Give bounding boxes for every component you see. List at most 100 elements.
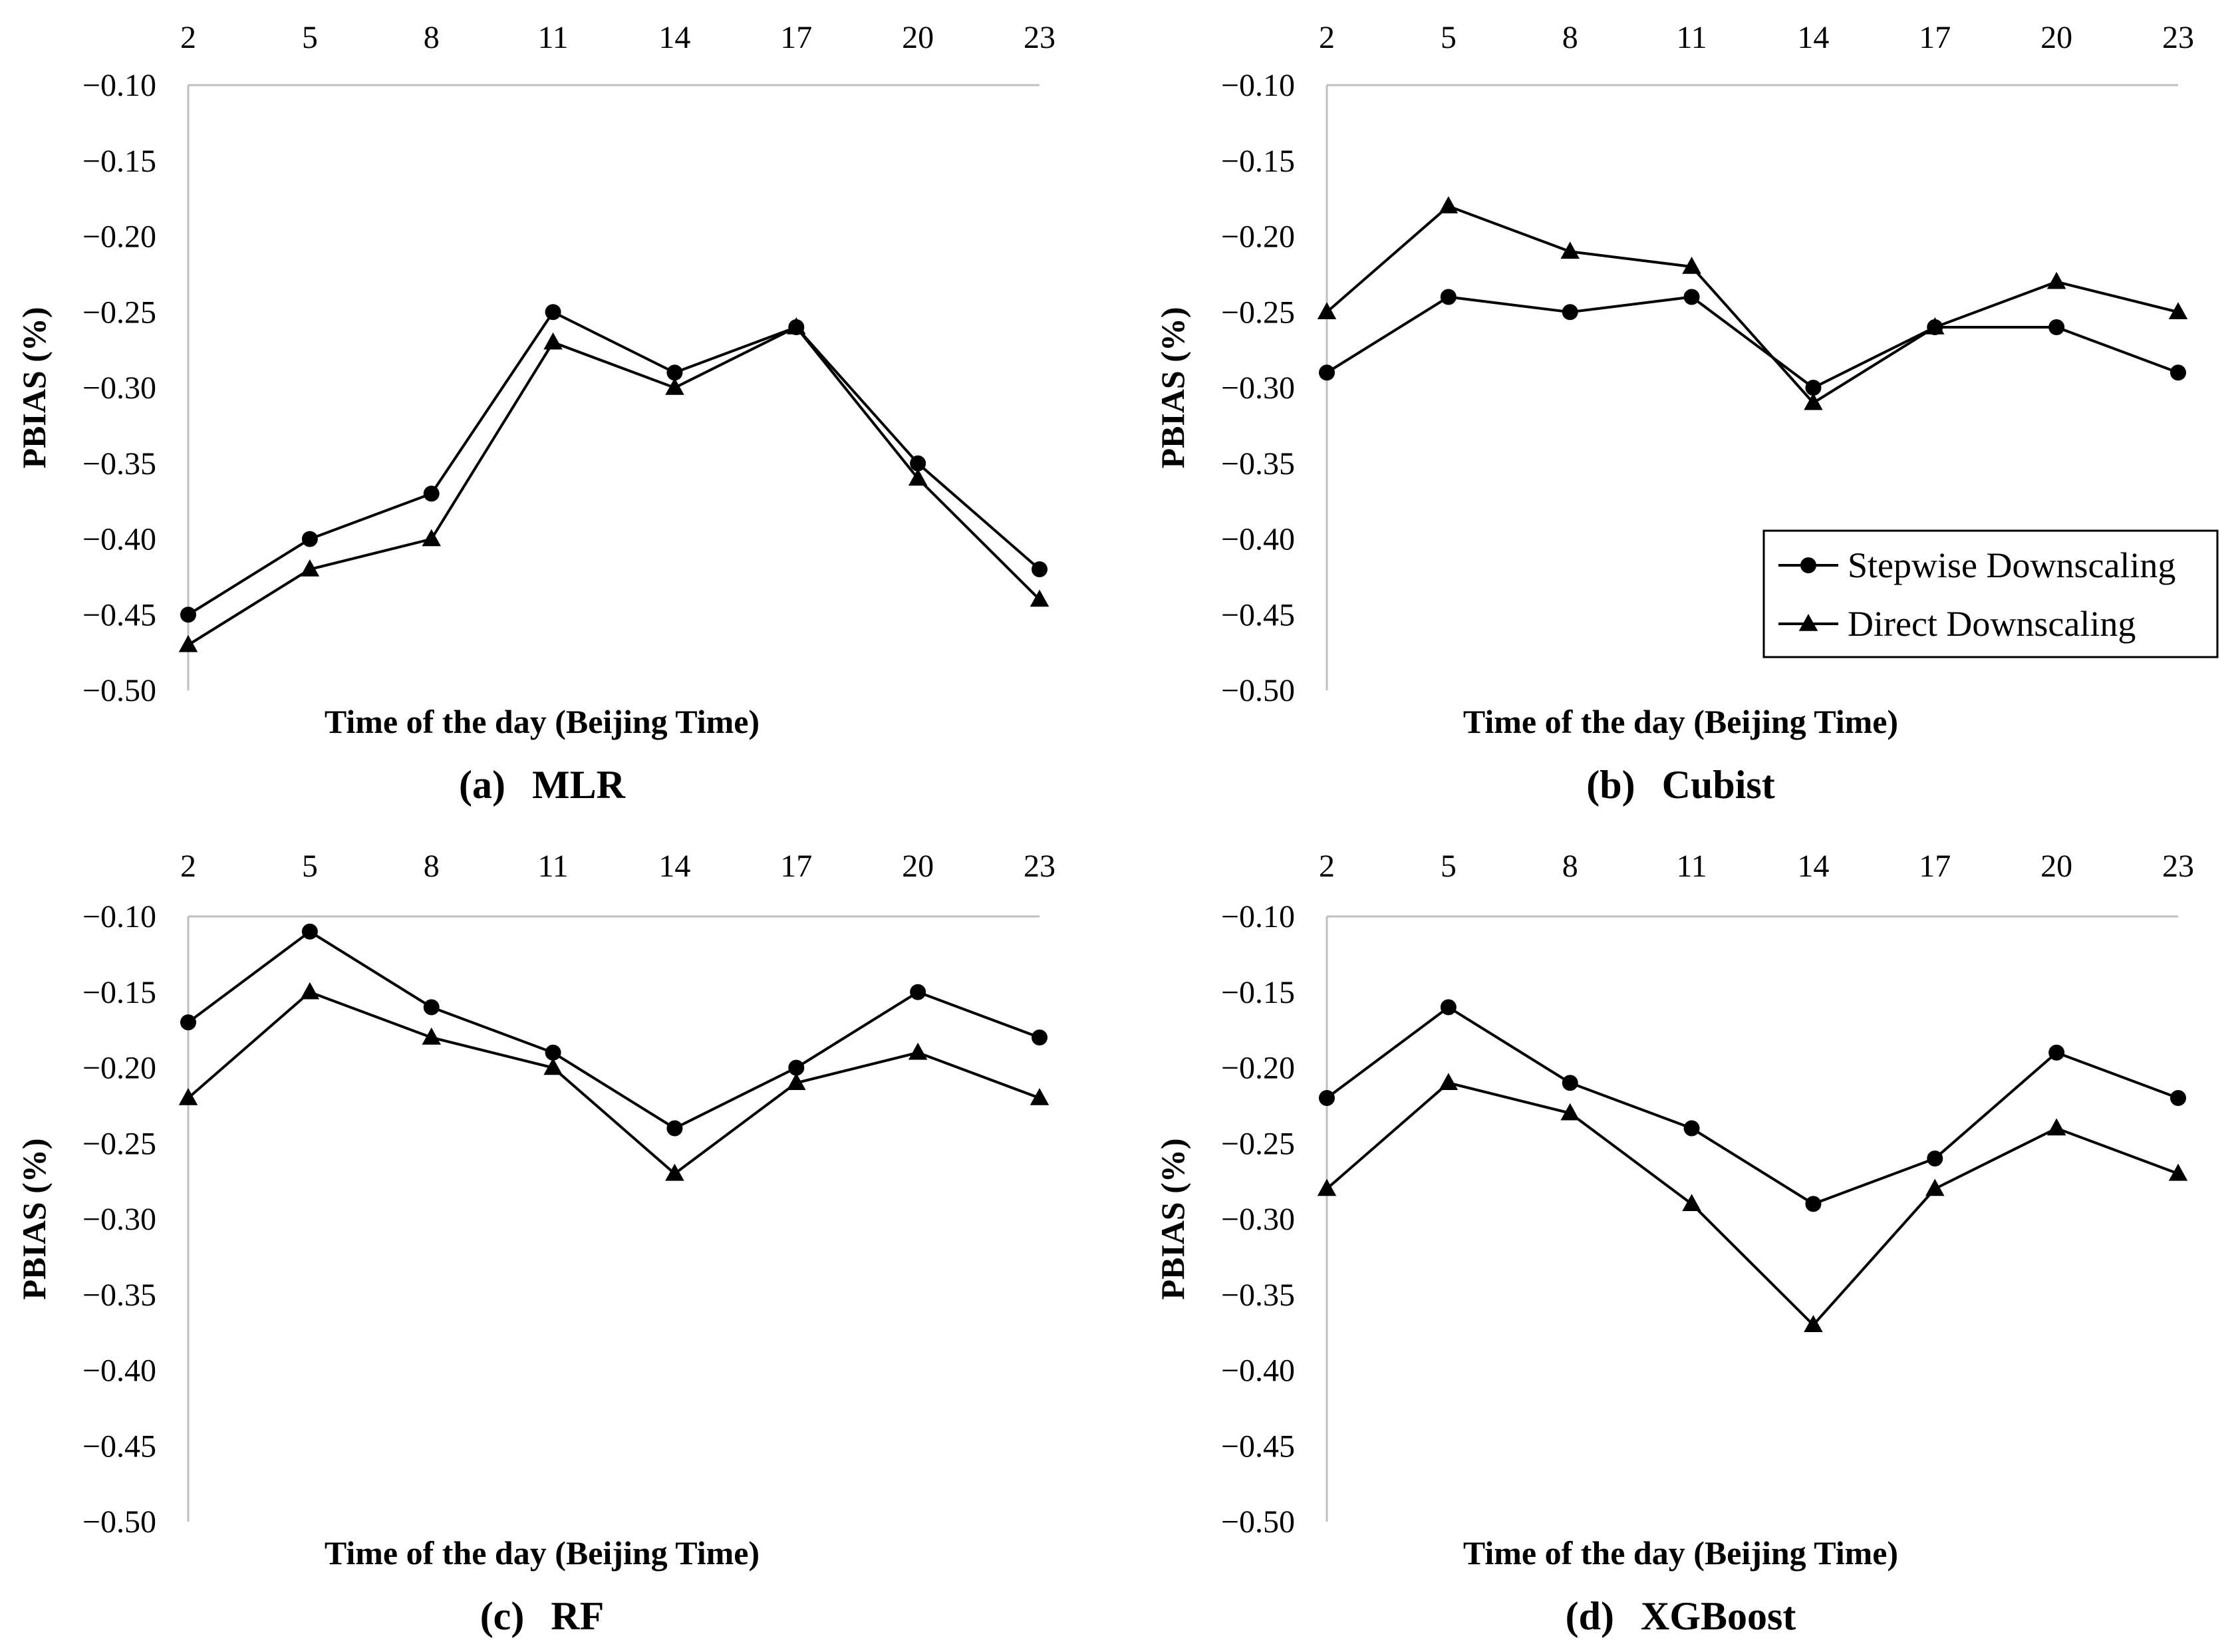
x-tick-label: 11	[537, 849, 568, 884]
x-tick-label: 17	[780, 20, 812, 55]
series-line-direct	[187, 990, 1040, 1176]
x-tick-label: 20	[2040, 849, 2072, 884]
data-point-stepwise	[1683, 1120, 1700, 1137]
y-tick-label: −0.35	[82, 1278, 156, 1313]
x-tick-label: 8	[1562, 20, 1578, 55]
data-point-direct	[1682, 1194, 1701, 1212]
panel-model: RF	[551, 1594, 604, 1638]
series-line-stepwise	[1326, 295, 2179, 390]
panel-letter: (b)	[1586, 763, 1635, 807]
x-tick-label: 14	[1797, 849, 1829, 884]
data-point-direct	[178, 1088, 198, 1105]
x-tick-label: 17	[1919, 849, 1951, 884]
x-axis-title: Time of the day (Beijing Time)	[1463, 1534, 1898, 1572]
x-tick-label: 11	[1676, 849, 1707, 884]
x-axis-title: Time of the day (Beijing Time)	[1463, 703, 1898, 740]
data-point-stepwise	[301, 923, 318, 940]
data-point-stepwise	[2048, 1044, 2065, 1061]
x-tick-label: 2	[180, 849, 196, 884]
data-point-direct	[1030, 589, 1050, 607]
y-tick-label: −0.45	[1221, 597, 1295, 632]
y-tick-label: −0.25	[1221, 295, 1295, 330]
data-point-direct	[1439, 196, 1459, 213]
x-tick-label: 14	[658, 20, 690, 55]
data-point-direct	[2168, 302, 2188, 320]
y-axis-title: PBIAS (%)	[15, 1138, 53, 1300]
legend-marker-circle	[1800, 557, 1816, 573]
x-tick-label: 2	[180, 20, 196, 55]
data-point-direct	[422, 529, 441, 547]
data-point-stepwise	[301, 531, 318, 547]
legend-marker-triangle	[1798, 614, 1818, 631]
y-tick-label: −0.30	[82, 370, 156, 406]
y-tick-label: −0.20	[82, 219, 156, 255]
panel-model: XGBoost	[1641, 1594, 1796, 1638]
data-point-direct	[422, 1028, 441, 1045]
legend: Stepwise Downscaling Direct Downscaling	[1762, 529, 2219, 658]
x-tick-label: 14	[658, 849, 690, 884]
x-tick-label: 2	[1319, 849, 1335, 884]
x-tick-label: 20	[902, 849, 934, 884]
y-tick-label: −0.15	[82, 975, 156, 1010]
y-tick-label: −0.30	[1221, 1202, 1295, 1237]
chart-panel-mlr: 2 5 8 11 14 17 20 23 −0.10 −0.15 −0.20 −0.25 −0.30 −0…	[15, 20, 1055, 807]
panel-caption: (c) RF	[480, 1594, 605, 1638]
data-point-direct	[1560, 241, 1580, 259]
y-axis-title: PBIAS (%)	[1154, 1138, 1191, 1300]
data-point-stepwise	[666, 364, 683, 381]
data-point-stepwise	[1805, 1196, 1822, 1212]
data-point-direct	[543, 332, 563, 350]
series-line-stepwise	[187, 310, 1041, 616]
y-tick-label: −0.40	[82, 522, 156, 557]
y-tick-label: −0.20	[82, 1051, 156, 1086]
data-point-stepwise	[423, 485, 440, 502]
x-tick-label: 11	[1676, 20, 1707, 55]
data-point-direct	[665, 1163, 684, 1181]
data-point-direct	[300, 559, 320, 577]
y-tick-label: −0.50	[82, 1504, 156, 1540]
data-point-direct	[2046, 271, 2066, 289]
data-point-stepwise	[1319, 1090, 1335, 1106]
data-point-direct	[1925, 317, 1945, 335]
data-point-stepwise	[545, 1044, 561, 1061]
data-point-direct	[1317, 302, 1337, 320]
series-line-direct	[187, 325, 1041, 646]
y-tick-label: −0.25	[82, 295, 156, 330]
data-point-direct	[908, 1042, 928, 1060]
data-point-stepwise	[1562, 304, 1578, 321]
x-tick-label: 8	[1562, 849, 1578, 884]
y-tick-label: −0.20	[1221, 219, 1295, 255]
y-axis-title: PBIAS (%)	[15, 307, 53, 468]
x-tick-label: 20	[2040, 20, 2072, 55]
data-point-direct	[1682, 257, 1701, 274]
x-tick-label: 11	[537, 20, 568, 55]
y-tick-label: −0.35	[82, 446, 156, 482]
chart-panel-cubist: 2 5 8 11 14 17 20 23 −0.10 −0.15 −0.20 −0.25 −0.30 −0…	[1154, 20, 2219, 807]
x-tick-label: 23	[2162, 20, 2194, 55]
data-point-direct	[2168, 1163, 2188, 1181]
y-tick-label: −0.15	[1221, 144, 1295, 179]
panel-model: Cubist	[1662, 763, 1775, 807]
y-tick-label: −0.25	[82, 1126, 156, 1161]
y-tick-label: −0.30	[1221, 370, 1295, 406]
y-tick-label: −0.10	[1221, 68, 1295, 103]
y-tick-label: −0.20	[1221, 1051, 1295, 1086]
x-tick-label: 8	[424, 20, 440, 55]
x-axis-title: Time of the day (Beijing Time)	[325, 703, 760, 740]
data-point-stepwise	[180, 607, 196, 623]
series-line-stepwise	[187, 930, 1040, 1130]
data-point-direct	[787, 317, 806, 335]
data-point-stepwise	[180, 1014, 196, 1031]
data-point-direct	[787, 1073, 806, 1091]
data-point-direct	[2046, 1118, 2066, 1136]
panel-caption: (a) MLR	[459, 763, 626, 807]
x-tick-label: 2	[1319, 20, 1335, 55]
data-point-direct	[178, 634, 198, 652]
chart-panel-xgboost: 2 5 8 11 14 17 20 23 −0.10 −0.15 −0.20 −0.25 −0.30 −0…	[1154, 849, 2194, 1638]
y-tick-label: −0.45	[82, 597, 156, 632]
data-point-direct	[300, 982, 320, 1000]
x-tick-label: 23	[1024, 849, 1055, 884]
data-point-stepwise	[2048, 319, 2065, 335]
data-point-stepwise	[1319, 364, 1335, 381]
y-tick-label: −0.40	[1221, 522, 1295, 557]
